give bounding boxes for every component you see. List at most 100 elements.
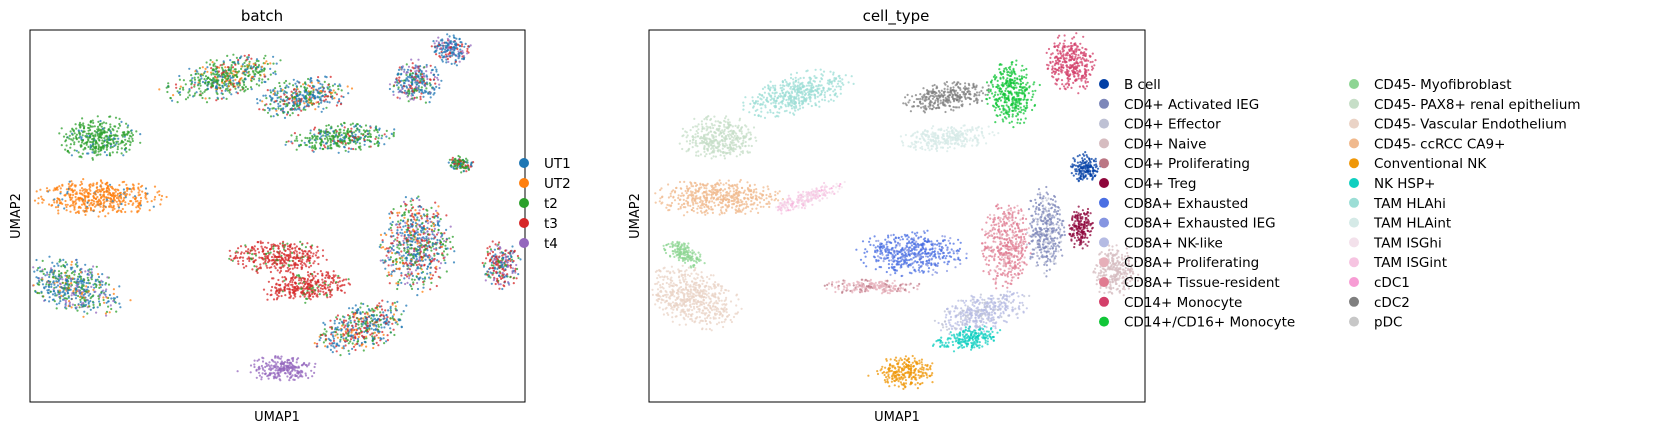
cell-point [401, 65, 404, 68]
cell-point [237, 61, 240, 64]
cell-point [295, 94, 298, 97]
cell-point [277, 247, 280, 250]
cell-point [509, 266, 512, 269]
cell-point [128, 193, 131, 196]
cell-point [118, 117, 121, 120]
cell-point [278, 250, 282, 253]
cell-point [435, 284, 438, 288]
cell-point [415, 72, 418, 75]
cell-point [491, 240, 494, 243]
cell-point [179, 85, 182, 88]
cell-point [116, 134, 119, 137]
cell-point [106, 184, 109, 187]
cell-point [403, 70, 406, 73]
cell-point [350, 127, 353, 130]
cell-point [396, 236, 399, 239]
cell-point [69, 184, 73, 187]
cell-point [215, 59, 218, 62]
cell-point [451, 54, 454, 57]
cell-point [231, 61, 234, 64]
cell-point [73, 269, 76, 272]
cell-point [284, 249, 287, 252]
cell-point [425, 63, 428, 67]
cell-point [399, 205, 403, 208]
cell-point [395, 262, 398, 266]
cell-point [109, 132, 113, 135]
cell-point [310, 292, 314, 296]
cell-point [243, 83, 246, 86]
cell-point [246, 87, 249, 91]
cell-point [387, 309, 390, 312]
cell-point [117, 209, 120, 212]
cell-point [410, 82, 414, 85]
cell-point [320, 91, 323, 94]
cell-point [412, 216, 415, 219]
cell-point [286, 245, 290, 248]
cell-point [226, 87, 229, 90]
cell-point [66, 274, 69, 277]
cell-point [175, 86, 178, 89]
cell-point [376, 304, 379, 307]
cell-point [78, 272, 81, 276]
cell-point [340, 95, 343, 98]
cell-point [253, 265, 256, 268]
cell-point [114, 188, 117, 191]
cell-point [73, 149, 76, 152]
cell-point [284, 243, 287, 246]
cell-point [309, 77, 312, 80]
cell-point [269, 270, 272, 274]
cell-point [218, 66, 221, 69]
cell-point [88, 204, 91, 207]
cell-point [428, 233, 431, 236]
cell-point [166, 90, 169, 94]
cell-point [329, 127, 332, 130]
cell-point [320, 135, 323, 138]
cell-point [279, 98, 282, 101]
cell-point [494, 243, 497, 246]
cell-point [255, 268, 258, 271]
cell-point [82, 281, 86, 284]
cell-point [52, 290, 56, 293]
cell-point [401, 262, 404, 265]
cell-point [277, 105, 280, 108]
cell-point [419, 267, 422, 270]
cell-point [72, 293, 75, 296]
cell-point [426, 226, 429, 229]
cell-point [332, 142, 335, 145]
cell-point [338, 134, 341, 137]
cell-point [215, 67, 218, 71]
cell-point [418, 90, 421, 93]
cell-point [41, 270, 44, 273]
cell-point [388, 273, 391, 276]
cell-point [113, 125, 116, 128]
cell-point [363, 138, 366, 142]
cell-point [405, 273, 408, 276]
cell-point [446, 33, 449, 36]
cell-point [124, 201, 127, 204]
cell-point [443, 55, 446, 58]
cell-point [406, 68, 410, 71]
cell-point [201, 80, 205, 84]
cell-point [197, 72, 200, 75]
cell-point [302, 289, 305, 292]
cell-point [410, 287, 414, 290]
cell-point [333, 275, 336, 278]
cell-point [413, 278, 416, 281]
cell-point [390, 229, 393, 232]
cell-point [80, 156, 83, 159]
cell-point [350, 131, 354, 134]
cell-point [186, 96, 190, 99]
cell-point [225, 75, 228, 78]
cell-point [402, 310, 405, 313]
cell-point [240, 67, 243, 70]
cell-point [249, 67, 252, 70]
cell-point [431, 257, 434, 260]
cell-point [383, 342, 386, 345]
cell-point [73, 206, 76, 209]
cell-point [74, 291, 77, 294]
cell-point [295, 137, 298, 140]
cell-point [429, 83, 432, 86]
cell-point [316, 272, 319, 275]
cell-point [346, 133, 350, 136]
cell-point [354, 304, 357, 307]
